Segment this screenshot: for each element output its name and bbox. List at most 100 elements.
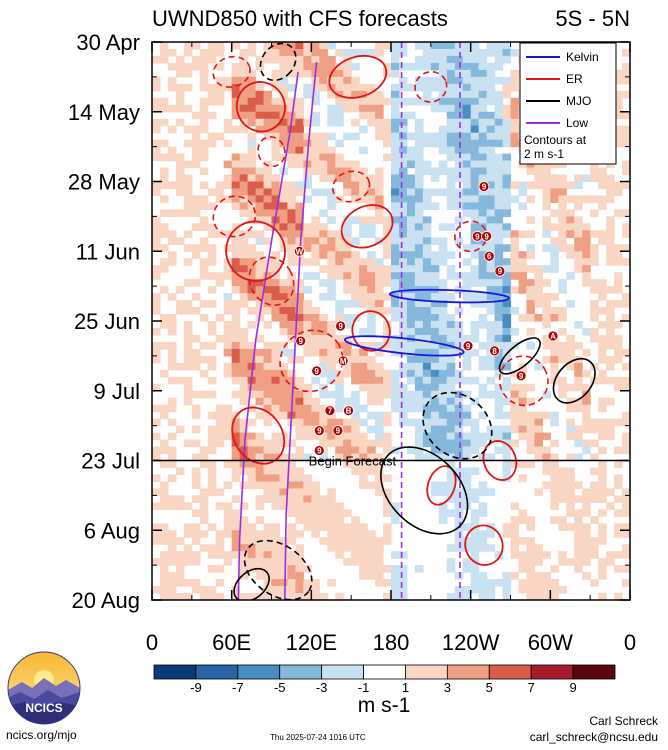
- colorbar-label-9: 9: [569, 680, 576, 695]
- y-tick-label-2: 28 May: [68, 170, 140, 195]
- cyclone-marker-9: M: [337, 355, 349, 367]
- low-contour-0: [237, 71, 299, 600]
- y-tick-label-4: 25 Jun: [74, 309, 140, 334]
- er-contour-dashed-3: [331, 170, 371, 203]
- x-tick-label-6: 0: [624, 630, 636, 655]
- colorbar-swatch-7: [446, 664, 490, 680]
- mjo-contour-0: [380, 446, 469, 535]
- mjo-contour-2: [498, 337, 541, 375]
- er-contour-dashed-2: [248, 256, 295, 306]
- cyclone-marker-18: 9: [515, 370, 527, 382]
- kelvin-contour-0: [343, 335, 465, 357]
- y-tick-label-3: 11 Jun: [76, 239, 140, 264]
- lat-band-label: 5S - 5N: [555, 6, 630, 31]
- wave-contours: [212, 42, 596, 600]
- legend: Kelvin ER MJO Low Contours at 2 m s-1: [519, 42, 617, 165]
- footer-timestamp: Thu 2025-07-24 1016 UTC: [270, 733, 366, 742]
- cyclone-marker-11: B: [343, 405, 354, 417]
- cyclone-marker-8: 9: [311, 365, 323, 377]
- cyclone-label: 9: [338, 322, 343, 331]
- er-contour-dashed-4: [454, 220, 488, 253]
- y-tick-label-5: 9 Jul: [94, 379, 140, 404]
- er-contour-1: [328, 54, 388, 99]
- colorbar-swatch-2: [237, 664, 281, 680]
- colorbar-label-5: 1: [402, 680, 409, 695]
- colorbar-swatch-0: [153, 664, 197, 680]
- colorbar-label-8: 7: [528, 680, 535, 695]
- cyclone-label: 9: [336, 427, 341, 436]
- x-tick-label-2: 120E: [286, 630, 337, 655]
- y-tick-label-7: 6 Aug: [84, 518, 140, 543]
- mjo-contour-1: [552, 357, 596, 404]
- cyclone-marker-5: W: [293, 245, 305, 257]
- legend-note-2: 2 m s-1: [524, 147, 564, 161]
- y-tick-label-1: 14 May: [68, 100, 140, 125]
- x-tick-label-1: 60E: [212, 630, 251, 655]
- y-tick-label-6: 23 Jul: [81, 449, 140, 474]
- er-contour-5: [426, 465, 457, 506]
- legend-label-1: ER: [566, 72, 583, 86]
- ncics-logo: NCICS: [7, 651, 81, 725]
- cyclone-marker-14: 9: [313, 445, 325, 456]
- y-tick-label-8: 20 Aug: [71, 588, 140, 613]
- cyclone-label: 9: [484, 232, 489, 241]
- er-contour-3: [340, 204, 394, 249]
- cyclone-marker-2: 9: [481, 230, 493, 242]
- cyclone-label: 9: [298, 337, 303, 346]
- colorbar-label-2: -5: [274, 680, 286, 695]
- colorbar-swatch-10: [572, 664, 616, 680]
- legend-note-1: Contours at: [524, 133, 587, 147]
- x-tick-label-3: 180: [373, 630, 410, 655]
- er-contour-dashed-1: [212, 195, 257, 238]
- er-contour-dashed-6: [414, 70, 448, 103]
- colorbar-swatch-8: [488, 664, 532, 680]
- legend-label-0: Kelvin: [566, 50, 599, 64]
- colorbar-unit: m s-1: [358, 694, 411, 717]
- cyclone-marker-15: 9: [462, 340, 474, 352]
- chart-title: UWND850 with CFS forecasts: [152, 6, 448, 31]
- kelvin-contour-1: [388, 288, 511, 304]
- colorbar-swatch-4: [321, 664, 364, 680]
- cyclone-label: M: [340, 357, 347, 366]
- er-contour-0: [235, 81, 286, 133]
- colorbar-swatch-3: [279, 664, 323, 680]
- cyclone-marker-4: 9: [494, 265, 506, 277]
- cyclone-marker-16: 8: [489, 345, 500, 357]
- x-axis: 0 60E 120E 180 120W 60W 0: [146, 42, 636, 655]
- cyclone-marker-13: 9: [332, 425, 344, 437]
- y-axis: 30 Apr 14 May 28 May 11 Jun 25 Jun 9 Jul 23 Ju…: [68, 30, 630, 613]
- colorbar-swatch-6: [405, 664, 448, 680]
- cyclone-label: 9: [519, 372, 524, 381]
- mjo-contour-dashed-0: [422, 391, 493, 460]
- cyclone-marker-0: 9: [478, 181, 490, 192]
- cyclone-label: W: [296, 247, 304, 256]
- cyclone-marker-17: A: [547, 330, 559, 342]
- er-contour-dashed-7: [498, 355, 549, 407]
- cyclone-marker-6: 9: [335, 320, 346, 332]
- footer-site[interactable]: ncics.org/mjo: [6, 728, 77, 742]
- footer-email[interactable]: carl_schreck@ncsu.edu: [529, 730, 658, 744]
- cyclone-marker-10: 7: [324, 405, 336, 417]
- colorbar-label-7: 5: [486, 680, 493, 695]
- er-contour-dashed-0: [212, 55, 251, 88]
- colorbar-swatch-5: [363, 664, 406, 680]
- cyclone-label: 9: [482, 182, 487, 191]
- x-tick-label-4: 120W: [442, 630, 500, 655]
- colorbar-label-4: -1: [358, 680, 370, 695]
- cyclone-marker-7: 9: [295, 335, 307, 347]
- colorbar-label-3: -3: [316, 680, 328, 695]
- cyclone-label: B: [346, 407, 352, 416]
- colorbar-swatch-1: [195, 664, 239, 680]
- forecast-start-label: Begin Forecast: [309, 454, 397, 469]
- cyclone-marker-1: 9: [471, 230, 483, 242]
- cyclone-label: 6: [487, 252, 492, 261]
- cyclone-label: 9: [475, 232, 480, 241]
- legend-label-3: Low: [566, 116, 588, 130]
- colorbar: -9 -7 -5 -3 -1 1 3 5 7 9: [153, 664, 616, 695]
- x-tick-label-5: 60W: [528, 630, 573, 655]
- cyclone-label: 9: [317, 447, 322, 456]
- colorbar-label-6: 3: [444, 680, 451, 695]
- cyclone-label: 9: [317, 427, 322, 436]
- x-tick-label-0: 0: [146, 630, 158, 655]
- logo-text: NCICS: [25, 701, 62, 715]
